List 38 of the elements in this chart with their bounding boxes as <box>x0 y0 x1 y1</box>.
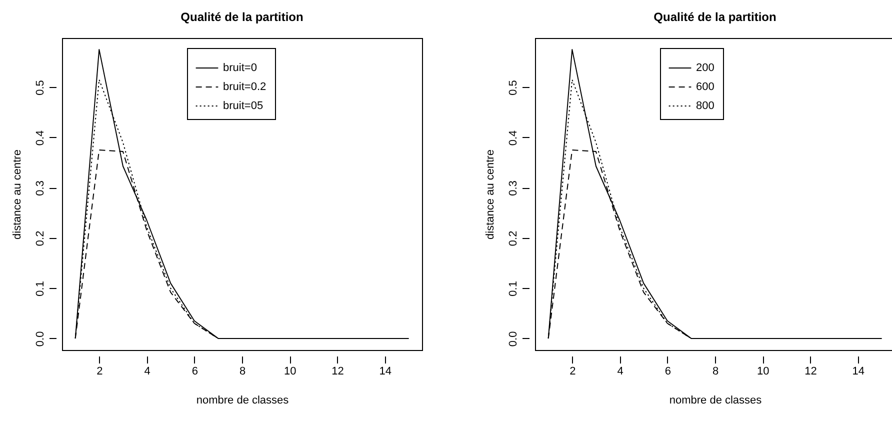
x-tick-label: 12 <box>332 366 344 378</box>
y-tick-label: 0.0 <box>508 331 520 347</box>
y-tick-label: 0.0 <box>34 331 46 347</box>
x-tick-label: 12 <box>804 366 817 378</box>
legend-label: bruit=0 <box>223 62 257 74</box>
x-tick-label: 14 <box>379 366 392 378</box>
x-tick-label: 14 <box>852 366 864 378</box>
y-tick-label: 0.2 <box>508 230 520 246</box>
y-axis-title: distance au centre <box>484 150 496 240</box>
x-tick-label: 6 <box>192 366 198 378</box>
x-tick-label: 4 <box>144 366 150 378</box>
x-axis-title: nombre de classes <box>669 394 762 406</box>
x-tick-label: 10 <box>756 366 770 378</box>
x-tick-label: 6 <box>664 366 671 378</box>
y-tick-label: 0.1 <box>34 281 46 296</box>
x-axis-title: nombre de classes <box>196 394 290 406</box>
legend-label: 800 <box>696 100 714 112</box>
y-tick-label: 0.3 <box>508 180 520 196</box>
legend-label: bruit=05 <box>223 100 264 112</box>
y-axis-title: distance au centre <box>12 150 24 240</box>
chart-title: Qualité de la partition <box>180 10 304 24</box>
y-tick-label: 0.1 <box>508 281 520 296</box>
legend-label: 200 <box>696 62 714 74</box>
y-tick-label: 0.5 <box>508 80 520 96</box>
x-tick-label: 4 <box>617 366 624 378</box>
x-tick-label: 2 <box>570 366 576 378</box>
chart-title: Qualité de la partition <box>654 10 776 24</box>
x-tick-label: 2 <box>96 366 103 378</box>
legend-label: bruit=0.2 <box>223 81 266 93</box>
y-tick-label: 0.2 <box>34 230 46 246</box>
x-tick-label: 8 <box>712 366 719 378</box>
x-tick-label: 10 <box>284 366 296 378</box>
y-tick-label: 0.4 <box>34 130 46 146</box>
y-tick-label: 0.3 <box>34 180 46 196</box>
y-tick-label: 0.5 <box>34 80 46 96</box>
y-tick-label: 0.4 <box>508 130 520 146</box>
legend-label: 600 <box>696 81 714 93</box>
x-tick-label: 8 <box>239 366 246 378</box>
